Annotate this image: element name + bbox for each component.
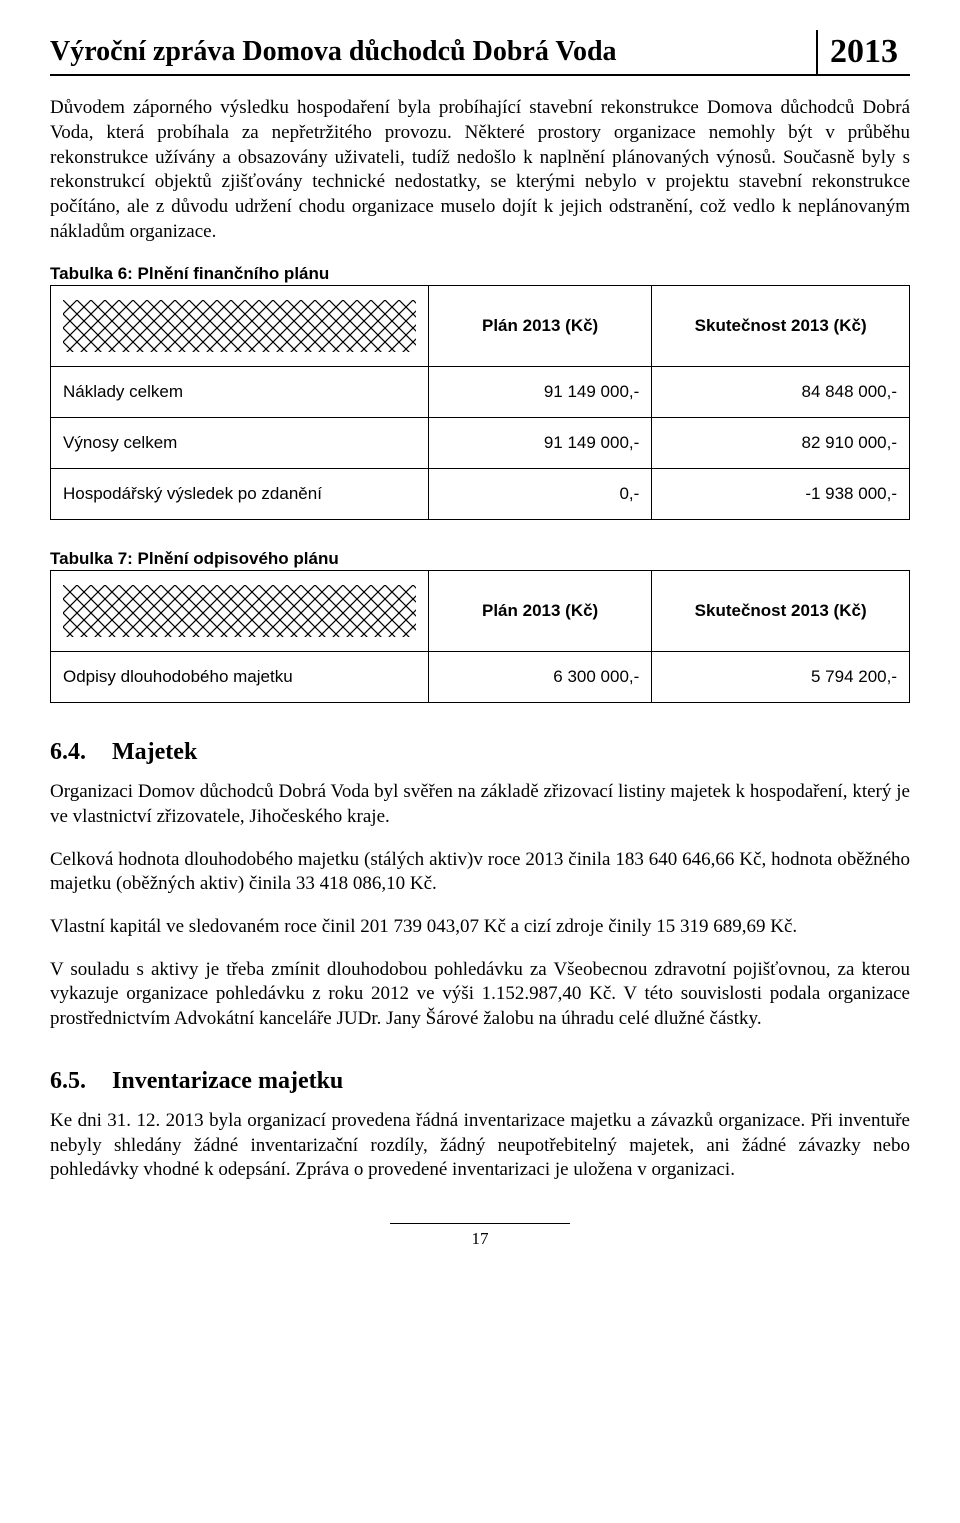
page-footer: 17 bbox=[50, 1223, 910, 1250]
section-64-title: Majetek bbox=[112, 739, 197, 765]
table6-row2-plan: 0,- bbox=[428, 468, 651, 519]
table6: Plán 2013 (Kč) Skutečnost 2013 (Kč) Nákl… bbox=[50, 285, 910, 520]
table7-row0-label: Odpisy dlouhodobého majetku bbox=[51, 651, 429, 702]
header-title: Výroční zpráva Domova důchodců Dobrá Vod… bbox=[50, 30, 816, 74]
table7: Plán 2013 (Kč) Skutečnost 2013 (Kč) Odpi… bbox=[50, 570, 910, 703]
crosshatch-icon bbox=[63, 585, 416, 637]
section-65-heading: 6.5. Inventarizace majetku bbox=[50, 1066, 910, 1097]
table6-caption: Tabulka 6: Plnění finančního plánu bbox=[50, 263, 910, 285]
section-65-title: Inventarizace majetku bbox=[112, 1068, 343, 1094]
table-row: Hospodářský výsledek po zdanění 0,- -1 9… bbox=[51, 468, 910, 519]
table-row: Náklady celkem 91 149 000,- 84 848 000,- bbox=[51, 366, 910, 417]
section-64-num: 6.4. bbox=[50, 737, 106, 768]
table6-col-plan: Plán 2013 (Kč) bbox=[428, 285, 651, 366]
page-header: Výroční zpráva Domova důchodců Dobrá Vod… bbox=[50, 30, 910, 76]
table6-row0-label: Náklady celkem bbox=[51, 366, 429, 417]
header-year: 2013 bbox=[816, 30, 910, 74]
table7-row0-plan: 6 300 000,- bbox=[428, 651, 651, 702]
section-64-heading: 6.4. Majetek bbox=[50, 737, 910, 768]
table6-row2-label: Hospodářský výsledek po zdanění bbox=[51, 468, 429, 519]
table-row: Odpisy dlouhodobého majetku 6 300 000,- … bbox=[51, 651, 910, 702]
intro-paragraph: Důvodem záporného výsledku hospodaření b… bbox=[50, 96, 910, 244]
section-65-p1: Ke dni 31. 12. 2013 byla organizací prov… bbox=[50, 1109, 910, 1183]
table7-hatched-cell bbox=[51, 570, 429, 651]
table6-header-row: Plán 2013 (Kč) Skutečnost 2013 (Kč) bbox=[51, 285, 910, 366]
table7-col-actual: Skutečnost 2013 (Kč) bbox=[652, 570, 910, 651]
page-number: 17 bbox=[50, 1228, 910, 1250]
table7-row0-actual: 5 794 200,- bbox=[652, 651, 910, 702]
table-row: Výnosy celkem 91 149 000,- 82 910 000,- bbox=[51, 417, 910, 468]
table6-row1-plan: 91 149 000,- bbox=[428, 417, 651, 468]
section-64-p4: V souladu s aktivy je třeba zmínit dlouh… bbox=[50, 958, 910, 1032]
table6-row1-actual: 82 910 000,- bbox=[652, 417, 910, 468]
crosshatch-icon bbox=[63, 300, 416, 352]
table6-row2-actual: -1 938 000,- bbox=[652, 468, 910, 519]
table6-row1-label: Výnosy celkem bbox=[51, 417, 429, 468]
section-65-num: 6.5. bbox=[50, 1066, 106, 1097]
table6-row0-actual: 84 848 000,- bbox=[652, 366, 910, 417]
footer-rule bbox=[390, 1223, 570, 1224]
table6-row0-plan: 91 149 000,- bbox=[428, 366, 651, 417]
table7-col-plan: Plán 2013 (Kč) bbox=[428, 570, 651, 651]
table7-caption: Tabulka 7: Plnění odpisového plánu bbox=[50, 548, 910, 570]
section-64-p3: Vlastní kapitál ve sledovaném roce činil… bbox=[50, 915, 910, 940]
table6-hatched-cell bbox=[51, 285, 429, 366]
table7-header-row: Plán 2013 (Kč) Skutečnost 2013 (Kč) bbox=[51, 570, 910, 651]
section-64-p2: Celková hodnota dlouhodobého majetku (st… bbox=[50, 848, 910, 897]
section-64-p1: Organizaci Domov důchodců Dobrá Voda byl… bbox=[50, 780, 910, 829]
table6-col-actual: Skutečnost 2013 (Kč) bbox=[652, 285, 910, 366]
